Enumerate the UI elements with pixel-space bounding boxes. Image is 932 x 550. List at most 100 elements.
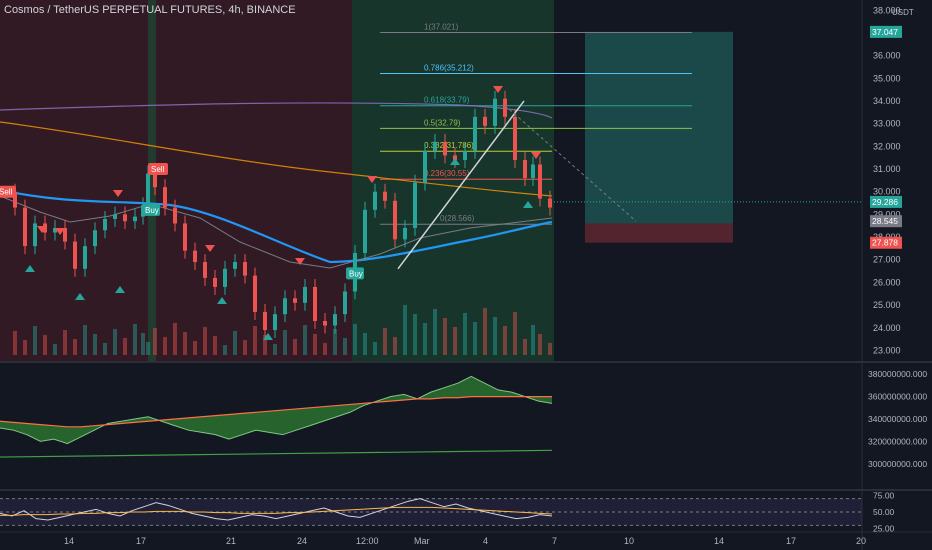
sell-arrow-icon	[113, 190, 123, 197]
volume-bar	[83, 325, 87, 355]
price-tick-label: 24.000	[873, 323, 901, 333]
volume-bar	[93, 334, 97, 355]
time-tick-label: 17	[136, 536, 146, 546]
sell-arrow-icon	[205, 245, 215, 252]
oscillator-tick-label: 340000000.000	[868, 414, 927, 424]
volume-bar	[343, 338, 347, 355]
volume-bar	[473, 322, 477, 355]
volume-bar	[233, 331, 237, 355]
candle-body	[463, 150, 467, 160]
time-tick-label: Mar	[414, 536, 430, 546]
volume-bar	[373, 342, 377, 355]
ma-line-mid	[0, 121, 553, 197]
price-badge	[870, 215, 902, 228]
candle-body	[538, 164, 542, 199]
volume-bar	[503, 326, 507, 355]
price-tick-label: 27.000	[873, 255, 901, 265]
price-tick-label: 34.000	[873, 96, 901, 106]
price-tick-label: 32.000	[873, 141, 901, 151]
volume-bar	[123, 338, 127, 355]
volume-bar	[146, 342, 150, 355]
volume-bar	[13, 331, 17, 355]
price-tick-label: 38.000	[873, 5, 901, 15]
buy-arrow-icon	[450, 158, 460, 165]
sell-arrow-icon	[493, 86, 503, 93]
oscillator-area	[0, 376, 552, 444]
volume-bar	[153, 328, 157, 355]
rsi-line	[0, 498, 553, 521]
buy-arrow-icon	[115, 286, 125, 293]
volume-bar	[393, 337, 397, 355]
candle-body	[153, 173, 157, 188]
candle-body	[243, 262, 247, 276]
rsi-ma-line	[0, 506, 553, 516]
volume-bar	[483, 308, 487, 355]
candle-body	[263, 311, 267, 331]
price-badge	[870, 25, 902, 38]
chart-title: Cosmos / TetherUS PERPETUAL FUTURES, 4h,…	[4, 4, 296, 16]
price-badge	[870, 236, 902, 249]
oscillator-signal-line	[0, 396, 552, 428]
candle-body	[53, 227, 57, 233]
fib-level-label: 0.618(33.79)	[424, 96, 470, 105]
price-tick-label: 31.000	[873, 164, 901, 174]
volume-bar	[273, 344, 277, 355]
supertrend-line	[0, 195, 553, 269]
fib-level-label: 0(28.566)	[440, 214, 475, 223]
candle-body	[293, 298, 297, 303]
position-loss-zone	[585, 223, 733, 243]
volume-bar	[63, 330, 67, 355]
volume-bar	[423, 323, 427, 355]
candle-body	[493, 98, 497, 126]
candle-body	[303, 286, 307, 303]
time-tick-label: 14	[714, 536, 724, 546]
buy-arrow-icon	[75, 293, 85, 300]
signal-label: Sell	[0, 188, 13, 197]
time-tick-label: 17	[786, 536, 796, 546]
volume-bar	[193, 341, 197, 355]
candle-body	[548, 198, 552, 208]
candle-body	[93, 230, 97, 247]
candle-body	[203, 262, 207, 278]
candle-body	[63, 227, 67, 242]
candle-body	[253, 275, 257, 312]
volume-bar	[141, 333, 145, 355]
price-badge-label: 37.047	[872, 27, 898, 37]
volume-bar	[183, 332, 187, 355]
candle-body	[523, 159, 527, 179]
candle-body	[283, 298, 287, 315]
volume-bar	[213, 336, 217, 355]
volume-bar	[513, 312, 517, 355]
signal-label: Sell	[151, 165, 165, 174]
time-tick-label: 20	[856, 536, 866, 546]
candle-body	[33, 223, 37, 247]
bull-zone-narrow	[148, 0, 156, 362]
volume-bar	[203, 327, 207, 355]
candle-body	[213, 277, 217, 287]
volume-bar	[223, 345, 227, 355]
time-tick-label: 14	[64, 536, 74, 546]
volume-bar	[113, 329, 117, 355]
candle-body	[223, 268, 227, 287]
volume-bar	[23, 340, 27, 355]
volume-bar	[53, 344, 57, 355]
time-tick-label: 7	[552, 536, 557, 546]
volume-bar	[313, 334, 317, 355]
candle-body	[73, 241, 77, 269]
volume-bar	[531, 325, 535, 355]
volume-bar	[323, 343, 327, 355]
candle-body	[163, 187, 167, 208]
candle-body	[483, 116, 487, 126]
ma-line-long	[0, 102, 553, 119]
volume-bar	[493, 317, 497, 355]
volume-bar	[453, 327, 457, 355]
buy-arrow-icon	[523, 201, 533, 208]
candle-body	[343, 291, 347, 315]
rsi-tick-label: 75.00	[873, 490, 895, 500]
candle-body	[13, 191, 17, 208]
candle-body	[443, 141, 447, 156]
sell-arrow-icon	[55, 228, 65, 235]
candle-body	[113, 214, 117, 219]
